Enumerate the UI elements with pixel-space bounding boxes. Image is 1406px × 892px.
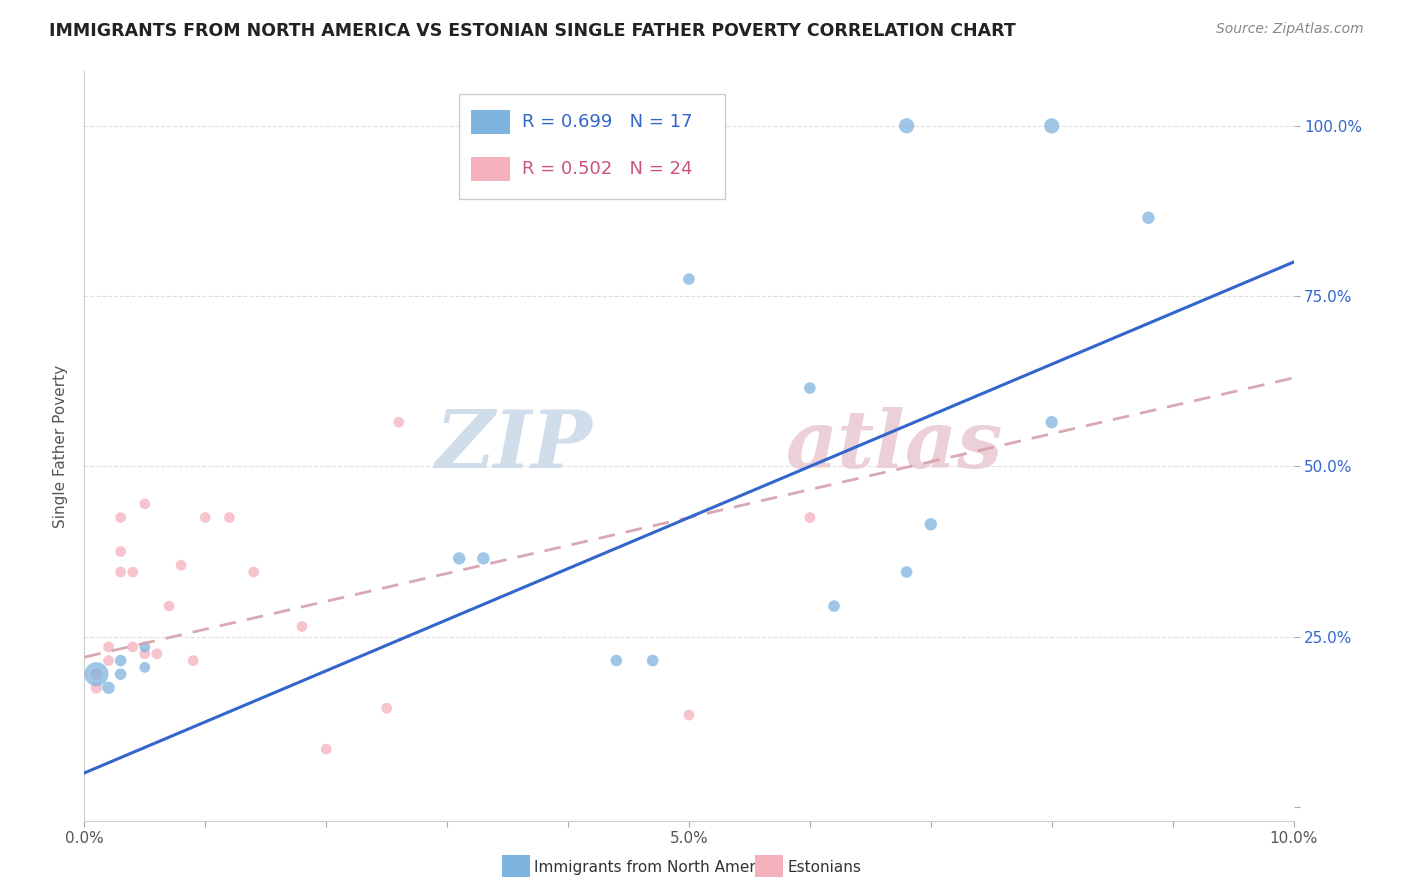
Point — [218, 510, 240, 524]
Text: IMMIGRANTS FROM NORTH AMERICA VS ESTONIAN SINGLE FATHER POVERTY CORRELATION CHAR: IMMIGRANTS FROM NORTH AMERICA VS ESTONIA… — [49, 22, 1017, 40]
Text: Estonians: Estonians — [787, 860, 862, 874]
Point — [134, 647, 156, 661]
Point — [170, 558, 193, 573]
Point — [799, 381, 821, 395]
Point — [1040, 415, 1063, 429]
FancyBboxPatch shape — [460, 94, 725, 199]
Point — [472, 551, 495, 566]
Point — [194, 510, 217, 524]
Point — [110, 544, 132, 558]
Point — [896, 119, 918, 133]
Point — [121, 565, 143, 579]
Text: ZIP: ZIP — [436, 408, 592, 484]
Point — [97, 640, 120, 654]
Point — [146, 647, 169, 661]
Point — [605, 654, 627, 668]
Point — [388, 415, 411, 429]
Point — [315, 742, 337, 756]
Point — [134, 497, 156, 511]
Point — [110, 565, 132, 579]
Point — [449, 551, 471, 566]
FancyBboxPatch shape — [471, 157, 510, 181]
Point — [181, 654, 204, 668]
Point — [920, 517, 942, 532]
Point — [678, 708, 700, 723]
Point — [291, 619, 314, 633]
FancyBboxPatch shape — [471, 111, 510, 135]
Point — [641, 654, 664, 668]
Point — [134, 640, 156, 654]
Point — [86, 667, 108, 681]
Point — [1040, 119, 1063, 133]
Point — [86, 667, 108, 681]
Point — [97, 681, 120, 695]
Point — [97, 654, 120, 668]
Point — [823, 599, 845, 613]
Point — [799, 510, 821, 524]
Text: atlas: atlas — [786, 408, 1002, 484]
Point — [121, 640, 143, 654]
Point — [110, 654, 132, 668]
Point — [896, 565, 918, 579]
Text: R = 0.502   N = 24: R = 0.502 N = 24 — [522, 160, 693, 178]
Point — [242, 565, 264, 579]
Point — [134, 660, 156, 674]
Point — [86, 681, 108, 695]
Text: Source: ZipAtlas.com: Source: ZipAtlas.com — [1216, 22, 1364, 37]
Point — [110, 667, 132, 681]
Point — [375, 701, 398, 715]
Point — [157, 599, 180, 613]
Text: Immigrants from North America: Immigrants from North America — [534, 860, 778, 874]
Point — [678, 272, 700, 286]
Point — [110, 510, 132, 524]
Text: R = 0.699   N = 17: R = 0.699 N = 17 — [522, 113, 693, 131]
Y-axis label: Single Father Poverty: Single Father Poverty — [52, 365, 67, 527]
Point — [1137, 211, 1160, 225]
